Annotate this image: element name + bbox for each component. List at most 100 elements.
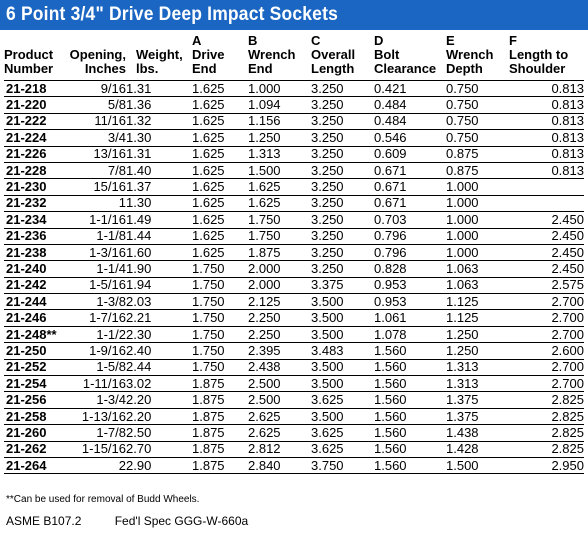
cell-weight: 2.40 xyxy=(126,342,192,360)
cell-weight: 1.36 xyxy=(126,96,192,114)
cell-weight: 2.03 xyxy=(126,293,192,311)
cell-wrench-depth: 1.000 xyxy=(446,244,509,262)
cell-product-number: 21-238 xyxy=(4,244,66,262)
cell-product-number: 21-230 xyxy=(4,178,66,196)
cell-product-number: 21-254 xyxy=(4,375,66,393)
cell-opening: 1-1/2 xyxy=(66,326,126,344)
cell-product-number: 21-240 xyxy=(4,260,66,278)
cell-wrench-depth: 1.375 xyxy=(446,408,509,426)
cell-overall-length: 3.250 xyxy=(311,178,374,196)
cell-product-number: 21-264 xyxy=(4,457,66,475)
cell-weight: 1.44 xyxy=(126,228,192,245)
cell-drive-end: 1.625 xyxy=(192,113,248,131)
cell-bolt-clearance: 1.560 xyxy=(374,359,446,377)
cell-drive-end: 1.750 xyxy=(192,260,248,278)
cell-wrench-end: 1.625 xyxy=(248,178,311,196)
cell-opening: 1-15/16 xyxy=(66,441,126,458)
cell-drive-end: 1.625 xyxy=(192,80,248,98)
cell-wrench-depth: 0.750 xyxy=(446,129,509,147)
cell-drive-end: 1.625 xyxy=(192,96,248,114)
cell-weight: 1.40 xyxy=(126,162,192,180)
cell-weight: 1.32 xyxy=(126,113,192,131)
cell-bolt-clearance: 0.953 xyxy=(374,293,446,311)
cell-product-number: 21-228 xyxy=(4,162,66,180)
cell-drive-end: 1.750 xyxy=(192,359,248,377)
cell-overall-length: 3.250 xyxy=(311,146,374,163)
cell-product-number: 21-242 xyxy=(4,277,66,295)
header-drive-end: A Drive End xyxy=(192,33,225,76)
table-row: 21-258 1-13/16 2.20 1.875 2.625 3.500 1.560 1.3… xyxy=(4,408,584,426)
cell-opening: 1-7/8 xyxy=(66,424,126,442)
table-row: 21-244 1-3/8 2.03 1.750 2.125 3.500 0.953 1.125… xyxy=(4,293,584,311)
cell-length-to-shoulder: 2.450 xyxy=(509,244,584,262)
cell-weight: 1.60 xyxy=(126,244,192,262)
cell-drive-end: 1.875 xyxy=(192,424,248,442)
cell-length-to-shoulder: 2.450 xyxy=(509,211,584,229)
cell-overall-length: 3.250 xyxy=(311,244,374,262)
cell-overall-length: 3.375 xyxy=(311,277,374,295)
cell-length-to-shoulder: 2.700 xyxy=(509,309,584,327)
cell-bolt-clearance: 0.609 xyxy=(374,146,446,163)
table-body: 21-218 9/16 1.31 1.625 1.000 3.250 0.421 0.750 0… xyxy=(4,80,584,475)
cell-opening: 1-3/4 xyxy=(66,391,126,409)
cell-product-number: 21-256 xyxy=(4,391,66,409)
cell-wrench-depth: 0.875 xyxy=(446,162,509,180)
cell-length-to-shoulder: 2.825 xyxy=(509,391,584,409)
table-row: 21-254 1-11/16 3.02 1.875 2.500 3.500 1.560 1.3… xyxy=(4,375,584,393)
cell-weight: 1.31 xyxy=(126,146,192,163)
cell-bolt-clearance: 1.078 xyxy=(374,326,446,344)
cell-length-to-shoulder: 2.700 xyxy=(509,326,584,344)
table-header: Product Number Opening, Inches Weight, l… xyxy=(4,34,584,81)
cell-drive-end: 1.875 xyxy=(192,408,248,426)
cell-length-to-shoulder: 0.813 xyxy=(509,96,584,114)
cell-weight: 2.70 xyxy=(126,441,192,458)
standard-fed-spec: Fed'l Spec GGG-W-660a xyxy=(114,514,249,528)
cell-opening: 1-5/8 xyxy=(66,359,126,377)
cell-overall-length: 3.250 xyxy=(311,228,374,245)
cell-overall-length: 3.250 xyxy=(311,260,374,278)
cell-wrench-end: 2.500 xyxy=(248,375,311,393)
table-row: 21-236 1-1/8 1.44 1.625 1.750 3.250 0.796 1.000… xyxy=(4,228,584,245)
table-row: 21-246 1-7/16 2.21 1.750 2.250 3.500 1.061 1.12… xyxy=(4,309,584,327)
cell-opening: 13/16 xyxy=(66,146,126,163)
cell-product-number: 21-248** xyxy=(4,326,66,344)
cell-overall-length: 3.500 xyxy=(311,375,374,393)
cell-length-to-shoulder: 2.825 xyxy=(509,441,584,458)
cell-wrench-end: 2.395 xyxy=(248,342,311,360)
cell-drive-end: 1.625 xyxy=(192,195,248,213)
cell-overall-length: 3.625 xyxy=(311,424,374,442)
cell-drive-end: 1.750 xyxy=(192,277,248,295)
cell-wrench-end: 1.313 xyxy=(248,146,311,163)
cell-bolt-clearance: 0.484 xyxy=(374,113,446,131)
cell-bolt-clearance: 1.560 xyxy=(374,457,446,475)
table-row: 21-230 15/16 1.37 1.625 1.625 3.250 0.671 1.000 xyxy=(4,178,584,196)
cell-weight: 1.30 xyxy=(126,195,192,213)
cell-bolt-clearance: 1.560 xyxy=(374,391,446,409)
cell-overall-length: 3.250 xyxy=(311,80,374,98)
table-row: 21-226 13/16 1.31 1.625 1.313 3.250 0.609 0.875… xyxy=(4,146,584,163)
cell-overall-length: 3.483 xyxy=(311,342,374,360)
cell-product-number: 21-222 xyxy=(4,113,66,131)
cell-product-number: 21-232 xyxy=(4,195,66,213)
cell-product-number: 21-246 xyxy=(4,309,66,327)
cell-wrench-end: 2.812 xyxy=(248,441,311,458)
cell-product-number: 21-220 xyxy=(4,96,66,114)
cell-wrench-end: 2.250 xyxy=(248,309,311,327)
header-length-to-shoulder: F Length to Shoulder xyxy=(509,33,569,76)
cell-opening: 1-1/8 xyxy=(66,228,126,245)
cell-wrench-depth: 1.438 xyxy=(446,424,509,442)
cell-weight: 1.30 xyxy=(126,129,192,147)
cell-length-to-shoulder: 0.813 xyxy=(509,146,584,163)
cell-wrench-depth: 1.063 xyxy=(446,277,509,295)
cell-weight: 2.50 xyxy=(126,424,192,442)
table-row: 21-252 1-5/8 2.44 1.750 2.438 3.500 1.560 1.313… xyxy=(4,359,584,377)
cell-bolt-clearance: 0.828 xyxy=(374,260,446,278)
table-title: 6 Point 3/4" Drive Deep Impact Sockets xyxy=(6,4,338,25)
cell-product-number: 21-250 xyxy=(4,342,66,360)
cell-wrench-depth: 1.063 xyxy=(446,260,509,278)
cell-wrench-end: 2.625 xyxy=(248,424,311,442)
cell-overall-length: 3.250 xyxy=(311,96,374,114)
cell-wrench-end: 2.000 xyxy=(248,277,311,295)
cell-opening: 2 xyxy=(66,457,126,475)
cell-wrench-depth: 1.313 xyxy=(446,359,509,377)
